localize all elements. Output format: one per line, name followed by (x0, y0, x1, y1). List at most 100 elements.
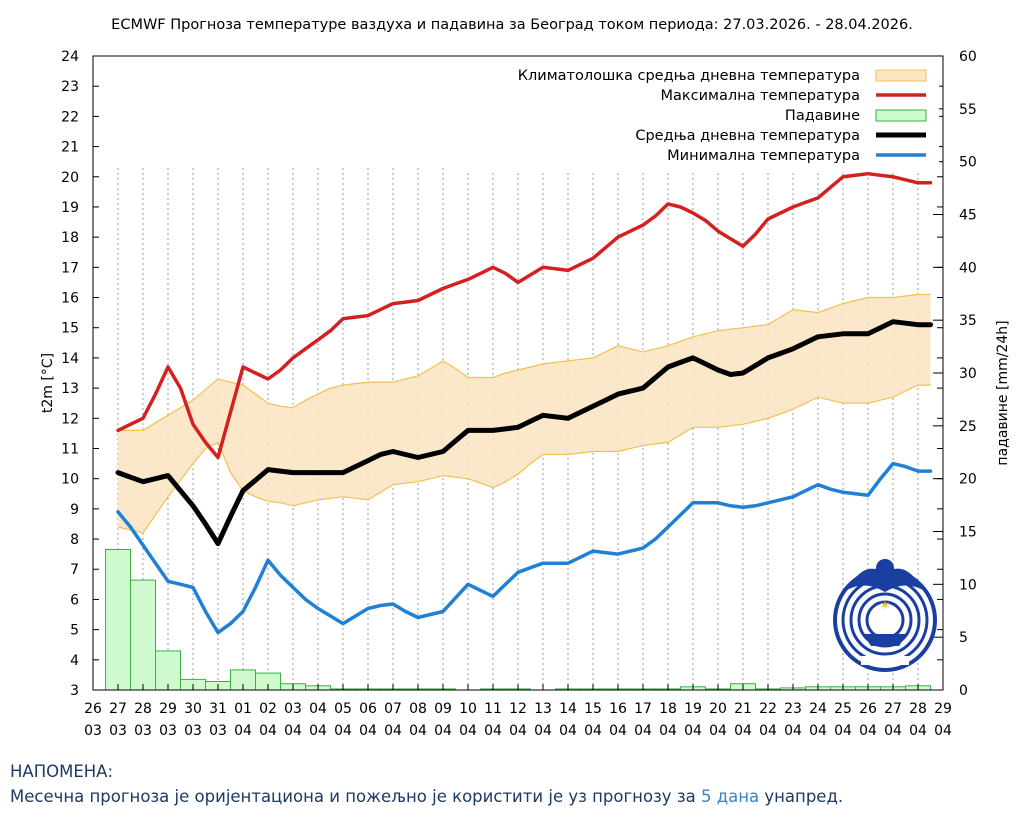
y2-tick-label: 50 (959, 155, 977, 171)
y2-tick-label: 35 (959, 313, 977, 329)
x-tick-month: 03 (134, 723, 152, 739)
svg-text:✶: ✶ (879, 598, 891, 614)
legend-precipitation-swatch (875, 109, 927, 122)
y-tick-label: 20 (61, 170, 79, 186)
y-tick-label: 24 (61, 49, 79, 65)
x-tick-day: 15 (584, 701, 602, 717)
x-tick-day: 05 (334, 701, 352, 717)
forecast-chart: ECMWF Прогноза температуре ваздуха и пад… (40, 17, 1011, 739)
y2-tick-label: 30 (959, 366, 977, 382)
note-text-main: Месечна прогноза је оријентациона и поже… (10, 787, 701, 806)
chart-title: ECMWF Прогноза температуре ваздуха и пад… (111, 17, 913, 33)
x-tick-month: 04 (609, 723, 627, 739)
x-tick-month: 04 (659, 723, 677, 739)
x-tick-month: 04 (934, 723, 952, 739)
y2-axis-label: падавине [mm/24h] (995, 320, 1011, 465)
x-tick-month: 04 (359, 723, 377, 739)
legend-precipitation-label: Падавине (785, 108, 860, 124)
min-temperature-line (116, 461, 933, 635)
x-tick-day: 30 (184, 701, 202, 717)
x-tick-month: 04 (834, 723, 852, 739)
x-tick-day: 09 (434, 701, 452, 717)
y-tick-label: 13 (61, 381, 79, 397)
x-tick-day: 25 (834, 701, 852, 717)
chart-legend: Климатолошка средња дневна температура Ма… (455, 62, 939, 172)
y-tick-label: 3 (70, 683, 79, 699)
y-tick-label: 18 (61, 230, 79, 246)
x-tick-month: 04 (859, 723, 877, 739)
x-tick-day: 19 (684, 701, 702, 717)
x-tick-month: 04 (759, 723, 777, 739)
x-tick-month: 03 (184, 723, 202, 739)
x-tick-month: 04 (784, 723, 802, 739)
y2-tick-label: 10 (959, 577, 977, 593)
x-tick-month: 04 (909, 723, 927, 739)
y-tick-label: 12 (61, 411, 79, 427)
precipitation-bar (155, 650, 181, 691)
x-tick-month: 04 (259, 723, 277, 739)
mean-temperature-line (115, 319, 933, 547)
x-tick-day: 28 (909, 701, 927, 717)
legend-max-temperature-label: Максимална температура (660, 88, 860, 104)
y2-tick-label: 20 (959, 472, 977, 488)
x-tick-day: 31 (209, 701, 227, 717)
x-tick-month: 03 (159, 723, 177, 739)
x-tick-month: 04 (684, 723, 702, 739)
y-axis-label: t2m [°C] (40, 353, 56, 413)
x-tick-day: 17 (634, 701, 652, 717)
x-tick-day: 07 (384, 701, 402, 717)
x-tick-day: 03 (284, 701, 302, 717)
x-tick-day: 04 (309, 701, 327, 717)
y-tick-label: 19 (61, 200, 79, 216)
x-tick-day: 29 (159, 701, 177, 717)
x-tick-month: 04 (884, 723, 902, 739)
x-tick-day: 14 (559, 701, 577, 717)
y2-tick-label: 5 (959, 630, 968, 646)
y-tick-label: 17 (61, 260, 79, 276)
x-tick-month: 03 (84, 723, 102, 739)
y-tick-label: 22 (61, 109, 79, 125)
x-tick-day: 26 (84, 701, 102, 717)
x-tick-day: 13 (534, 701, 552, 717)
x-tick-day: 21 (734, 701, 752, 717)
x-tick-day: 20 (709, 701, 727, 717)
x-tick-day: 23 (784, 701, 802, 717)
y-tick-label: 8 (70, 532, 79, 548)
note-highlight: 5 дана (700, 787, 760, 806)
precipitation-bar (105, 549, 131, 691)
y-tick-label: 15 (61, 321, 79, 337)
legend-background (455, 62, 939, 172)
x-tick-month: 04 (534, 723, 552, 739)
rhmz-logo-emblem: ✶ (833, 559, 937, 672)
x-tick-month: 04 (459, 723, 477, 739)
note-text-end: унапред. (759, 787, 844, 806)
y-tick-label: 23 (61, 79, 79, 95)
x-tick-day: 08 (409, 701, 427, 717)
x-tick-month: 04 (409, 723, 427, 739)
x-tick-day: 29 (934, 701, 952, 717)
y-tick-label: 5 (70, 623, 79, 639)
x-tick-month: 03 (209, 723, 227, 739)
max-temperature-line (116, 171, 933, 460)
x-tick-month: 04 (384, 723, 402, 739)
x-tick-day: 24 (809, 701, 827, 717)
y2-tick-label: 55 (959, 102, 977, 118)
x-tick-month: 04 (709, 723, 727, 739)
x-tick-month: 04 (809, 723, 827, 739)
x-tick-day: 22 (759, 701, 777, 717)
y-tick-label: 11 (61, 441, 79, 457)
y2-tick-label: 40 (959, 260, 977, 276)
precipitation-bar (130, 579, 156, 691)
note-text: Месечна прогноза је оријентациона и поже… (10, 787, 843, 806)
legend-mean-temperature-label: Средња дневна температура (635, 128, 860, 144)
y2-tick-label: 25 (959, 419, 977, 435)
x-tick-day: 18 (659, 701, 677, 717)
x-tick-month: 04 (634, 723, 652, 739)
x-tick-day: 16 (609, 701, 627, 717)
y2-tick-label: 45 (959, 208, 977, 224)
x-tick-day: 10 (459, 701, 477, 717)
x-tick-month: 04 (509, 723, 527, 739)
note-title: НАПОМЕНА: (10, 762, 114, 781)
x-tick-day: 27 (884, 701, 902, 717)
x-tick-day: 28 (134, 701, 152, 717)
